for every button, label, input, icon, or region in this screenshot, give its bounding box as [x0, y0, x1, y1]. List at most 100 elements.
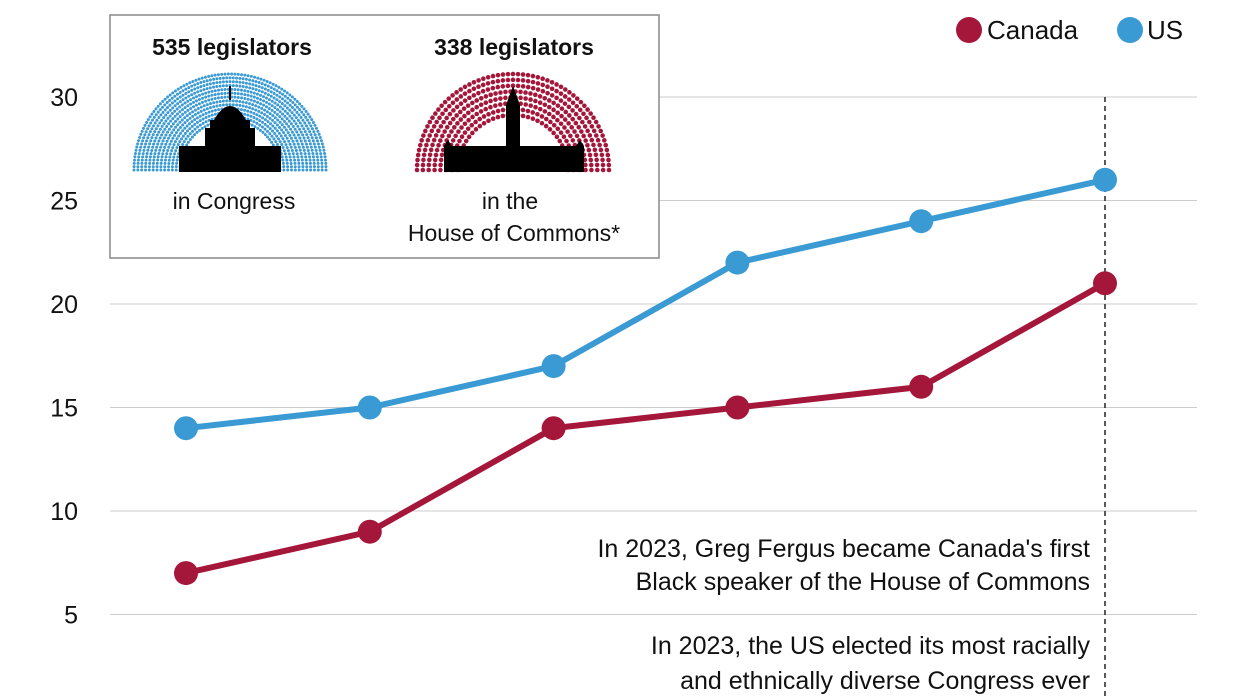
seat-dot: [319, 155, 323, 159]
seat-dot: [289, 127, 293, 131]
seat-dot: [167, 158, 171, 162]
seat-dot: [164, 142, 168, 146]
seat-dot: [193, 108, 197, 112]
seat-dot: [185, 118, 189, 122]
seat-dot: [153, 139, 157, 143]
seat-dot: [155, 165, 159, 169]
seat-dot: [505, 71, 511, 77]
seat-dot: [173, 99, 177, 103]
seat-dot: [474, 111, 480, 117]
seat-dot: [184, 92, 188, 96]
seat-dot: [240, 92, 244, 96]
seat-dot: [174, 125, 178, 129]
seat-dot: [159, 168, 163, 172]
seat-dot: [190, 135, 194, 139]
seat-dot: [153, 130, 157, 134]
seat-dot: [465, 103, 471, 108]
seat-dot: [567, 90, 572, 95]
seat-dot: [282, 131, 286, 135]
seat-dot: [500, 107, 506, 113]
seat-dot: [425, 124, 430, 129]
seat-dot: [290, 111, 294, 115]
seat-dot: [155, 168, 159, 172]
seat-dot: [285, 136, 289, 140]
seat-dot: [295, 100, 299, 104]
seat-dot: [525, 72, 531, 78]
seat-dot: [597, 142, 602, 148]
seat-dot: [562, 117, 568, 122]
seat-dot: [530, 85, 536, 91]
seat-dot: [466, 110, 471, 116]
seat-dot: [233, 91, 237, 95]
seat-dot: [150, 112, 154, 116]
seat-dot: [574, 133, 580, 139]
seat-dot: [187, 94, 191, 98]
seat-dot: [233, 72, 237, 76]
seat-dot: [243, 93, 247, 97]
seat-dot: [317, 145, 321, 149]
seat-dot: [458, 87, 464, 92]
seat-dot: [266, 124, 270, 128]
seat-dot: [140, 168, 144, 172]
seat-dot: [188, 138, 192, 142]
seat-dot: [235, 84, 239, 88]
seat-dot: [185, 114, 189, 118]
seat-dot: [160, 118, 164, 122]
seat-dot: [271, 124, 275, 128]
seat-dot: [152, 142, 156, 146]
seat-dot: [500, 84, 506, 89]
seat-dot: [159, 165, 163, 169]
seat-dot: [160, 142, 164, 146]
seat-dot: [292, 133, 296, 137]
seat-dot: [585, 142, 590, 148]
seat-dot: [603, 142, 609, 148]
seat-dot: [174, 119, 178, 123]
seat-dot: [264, 100, 268, 104]
seat-dot: [164, 113, 168, 117]
seat-dot: [490, 116, 496, 122]
seat-dot: [574, 103, 580, 109]
seat-dot: [202, 88, 206, 92]
seat-dot: [207, 90, 211, 94]
seat-dot: [528, 103, 533, 108]
seat-dot: [495, 114, 501, 120]
seat-dot: [587, 152, 593, 158]
seat-dot: [216, 73, 220, 77]
seat-dot: [458, 117, 464, 122]
seat-dot: [177, 134, 181, 138]
seat-dot: [210, 93, 214, 97]
seat-dot: [462, 130, 468, 135]
seat-dot: [450, 138, 456, 143]
seat-dot: [558, 98, 564, 103]
seat-dot: [273, 106, 277, 110]
seat-dot: [300, 104, 304, 108]
seat-dot: [481, 76, 486, 81]
seat-dot: [142, 136, 146, 140]
seat-dot: [451, 108, 456, 113]
seat-dot: [295, 139, 299, 143]
seat-dot: [283, 152, 287, 156]
seat-dot: [200, 76, 204, 80]
seat-dot: [301, 118, 305, 122]
seat-dot: [294, 136, 298, 140]
seat-dot: [223, 87, 227, 91]
seat-dot: [210, 74, 214, 78]
seat-dot: [462, 84, 468, 90]
seat-dot: [170, 149, 174, 153]
seat-dot: [159, 145, 163, 149]
seat-dot: [148, 142, 152, 146]
seat-dot: [198, 119, 202, 123]
seat-dot: [186, 99, 190, 103]
seat-dot: [202, 104, 206, 108]
seat-dot: [319, 139, 323, 143]
seat-dot: [178, 140, 182, 144]
seat-dot: [287, 125, 291, 129]
seat-dot: [312, 161, 316, 165]
seat-dot: [195, 130, 199, 134]
seat-dot: [194, 95, 198, 99]
seat-dot: [168, 93, 172, 97]
seat-dot: [454, 104, 460, 110]
seat-dot: [270, 99, 274, 103]
seat-dot: [319, 152, 323, 156]
seat-dot: [226, 72, 230, 76]
